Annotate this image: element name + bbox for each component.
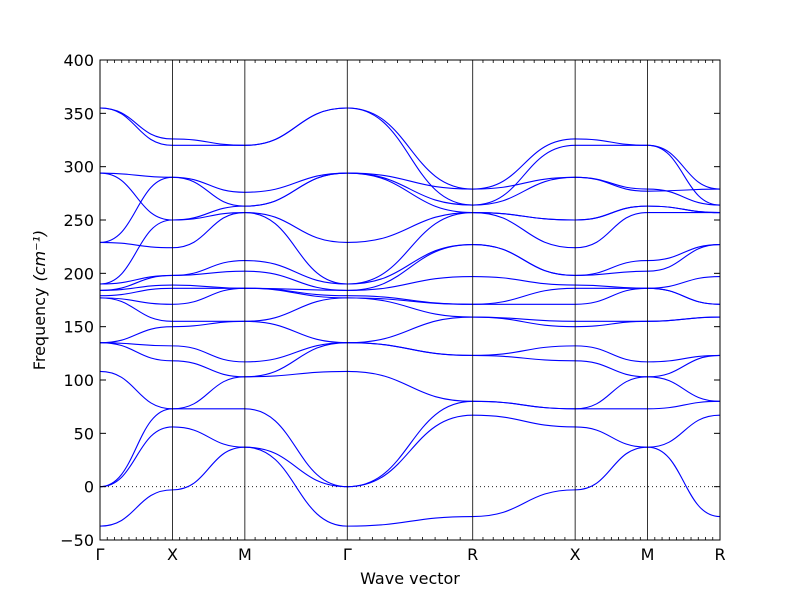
band-12 [100,287,720,305]
y-axis-label: Frequency (cm⁻¹) [30,230,49,370]
y-tick-label: 50 [74,424,94,443]
y-tick-label: 250 [63,211,94,230]
band-3 [100,107,720,206]
x-tick-label: M [238,545,252,564]
band-9 [100,243,720,291]
x-tick-label: Γ [96,545,105,564]
x-tick-label: X [570,545,581,564]
y-axis-ticks: −50 0 50 100 150 200 250 300 350 400 [60,51,720,550]
y-tick-label: −50 [60,531,94,550]
x-axis-label: Wave vector [360,569,460,588]
band-6 [100,205,720,249]
y-tick-label: 150 [63,318,94,337]
band-16 [100,342,720,378]
y-axis-label-unit: (cm⁻¹) [30,230,49,282]
band-13 [100,297,720,322]
band-11 [100,287,720,305]
x-tick-label: R [467,545,478,564]
band-8 [100,243,720,285]
plot-frame [99,59,721,541]
y-tick-label: 400 [63,51,94,70]
band-1 [100,172,720,193]
y-tick-label: 100 [63,371,94,390]
y-axis-label-text: Frequency [30,288,49,371]
band-20 [100,446,720,527]
symmetry-point-lines [172,60,648,540]
band-2 [100,107,720,190]
y-tick-label: 350 [63,104,94,123]
x-tick-label: M [641,545,655,564]
band-17 [100,370,720,410]
y-tick-label: 300 [63,158,94,177]
phonon-bands [100,107,720,527]
y-tick-label: 200 [63,264,94,283]
band-7 [100,211,720,285]
band-19 [100,414,720,488]
band-14 [100,316,720,344]
y-tick-label: 0 [84,478,94,497]
x-tick-label: R [714,545,725,564]
x-tick-label: X [167,545,178,564]
x-tick-label: Γ [343,545,352,564]
